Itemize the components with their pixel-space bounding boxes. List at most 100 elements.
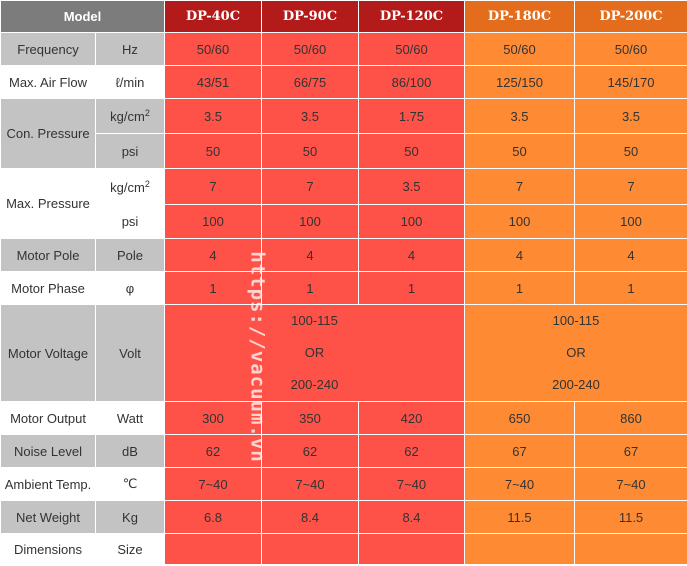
row-noise-level: Noise Level dB 62 62 62 67 67 [0, 434, 687, 468]
table-cell: 3.5 [464, 98, 575, 134]
table-cell: 66/75 [261, 65, 359, 99]
row-unit: φ [95, 271, 165, 305]
row-label: Max. Air Flow [0, 65, 96, 99]
model-header: Model [0, 0, 165, 33]
row-label: Frequency [0, 32, 96, 66]
table-cell: 4 [574, 238, 687, 272]
table-cell: 100 [261, 204, 359, 239]
row-label: Motor Phase [0, 271, 96, 305]
table-cell: 7~40 [164, 467, 262, 501]
table-cell [358, 533, 465, 565]
table-cell: 7 [164, 168, 262, 205]
table-cell: 650 [464, 401, 575, 435]
row-motor-pole: Motor Pole Pole 4 4 4 4 4 [0, 238, 687, 272]
row-label: Motor Output [0, 401, 96, 435]
table-cell: 3.5 [261, 98, 359, 134]
voltage-cell-orange: 100-115 OR 200-240 [464, 304, 687, 402]
table-cell: 4 [464, 238, 575, 272]
voltage-or: OR [304, 345, 325, 360]
row-dimensions: Dimensions Size [0, 533, 687, 565]
row-net-weight: Net Weight Kg 6.8 8.4 8.4 11.5 11.5 [0, 500, 687, 534]
row-label: Motor Pole [0, 238, 96, 272]
table-cell: 7 [261, 168, 359, 205]
table-cell: 1 [358, 271, 465, 305]
row-unit: kg/cm2 [95, 98, 165, 134]
table-cell: 4 [358, 238, 465, 272]
table-cell: 100 [164, 204, 262, 239]
row-unit: Watt [95, 401, 165, 435]
row-frequency: Frequency Hz 50/60 50/60 50/60 50/60 50/… [0, 32, 687, 66]
table-cell: 1 [261, 271, 359, 305]
row-label: Noise Level [0, 434, 96, 468]
table-cell: 6.8 [164, 500, 262, 534]
table-cell: 145/170 [574, 65, 687, 99]
table-cell: 4 [164, 238, 262, 272]
table-cell: 50/60 [358, 32, 465, 66]
table-cell: 7~40 [464, 467, 575, 501]
table-cell: 3.5 [164, 98, 262, 134]
table-cell: 350 [261, 401, 359, 435]
table-cell: 3.5 [358, 168, 465, 205]
table-cell: 67 [464, 434, 575, 468]
row-label: Con. Pressure [0, 98, 96, 169]
table-cell: 43/51 [164, 65, 262, 99]
table-cell [261, 533, 359, 565]
row-motor-phase: Motor Phase φ 1 1 1 1 1 [0, 271, 687, 305]
table-cell: 50/60 [164, 32, 262, 66]
row-unit: Kg [95, 500, 165, 534]
table-cell: 62 [358, 434, 465, 468]
row-motor-voltage: Motor Voltage Volt 100-115 OR 200-240 10… [0, 304, 687, 402]
row-motor-output: Motor Output Watt 300 350 420 650 860 [0, 401, 687, 435]
table-cell: 100 [464, 204, 575, 239]
table-cell: 300 [164, 401, 262, 435]
voltage-or: OR [566, 345, 586, 360]
table-cell: 11.5 [574, 500, 687, 534]
table-cell: 100 [574, 204, 687, 239]
row-unit: Volt [95, 304, 165, 402]
table-cell: 11.5 [464, 500, 575, 534]
row-unit: Pole [95, 238, 165, 272]
row-ambient-temp: Ambient Temp. ℃ 7~40 7~40 7~40 7~40 7~40 [0, 467, 687, 501]
header-row: Model DP-40C DP-90C DP-120C DP-180C DP-2… [0, 0, 687, 33]
table-cell: 50/60 [574, 32, 687, 66]
row-unit: kg/cm2 [95, 168, 165, 205]
row-unit: Size [95, 533, 165, 565]
row-unit: psi [95, 204, 165, 239]
voltage-cell-red: 100-115 OR 200-240 [164, 304, 465, 402]
row-unit: psi [95, 133, 165, 169]
table-cell: 50 [464, 133, 575, 169]
table-cell: 8.4 [261, 500, 359, 534]
row-unit: ℓ/min [95, 65, 165, 99]
voltage-high: 200-240 [552, 377, 600, 392]
table-cell: 50 [358, 133, 465, 169]
table-cell [574, 533, 687, 565]
table-cell: 420 [358, 401, 465, 435]
row-unit: dB [95, 434, 165, 468]
row-label: Motor Voltage [0, 304, 96, 402]
table-cell: 1 [164, 271, 262, 305]
table-cell: 4 [261, 238, 359, 272]
table-cell: 50/60 [261, 32, 359, 66]
table-cell: 7~40 [574, 467, 687, 501]
table-cell: 860 [574, 401, 687, 435]
model-dp-120c: DP-120C [358, 0, 465, 33]
row-label: Ambient Temp. [0, 467, 96, 501]
model-dp-90c: DP-90C [261, 0, 359, 33]
table-cell: 3.5 [574, 98, 687, 134]
voltage-low: 100-115 [552, 313, 600, 328]
row-label: Dimensions [0, 533, 96, 565]
table-cell: 86/100 [358, 65, 465, 99]
table-cell: 1 [464, 271, 575, 305]
table-cell: 125/150 [464, 65, 575, 99]
table-cell: 100 [358, 204, 465, 239]
table-cell: 62 [261, 434, 359, 468]
table-cell: 7~40 [358, 467, 465, 501]
row-label: Net Weight [0, 500, 96, 534]
table-cell: 50 [574, 133, 687, 169]
model-dp-200c: DP-200C [574, 0, 687, 33]
table-cell: 7~40 [261, 467, 359, 501]
table-cell: 62 [164, 434, 262, 468]
table-cell: 1 [574, 271, 687, 305]
row-con-pressure-kg: Con. Pressure kg/cm2 3.5 3.5 1.75 3.5 3.… [0, 98, 687, 169]
table-cell: 8.4 [358, 500, 465, 534]
